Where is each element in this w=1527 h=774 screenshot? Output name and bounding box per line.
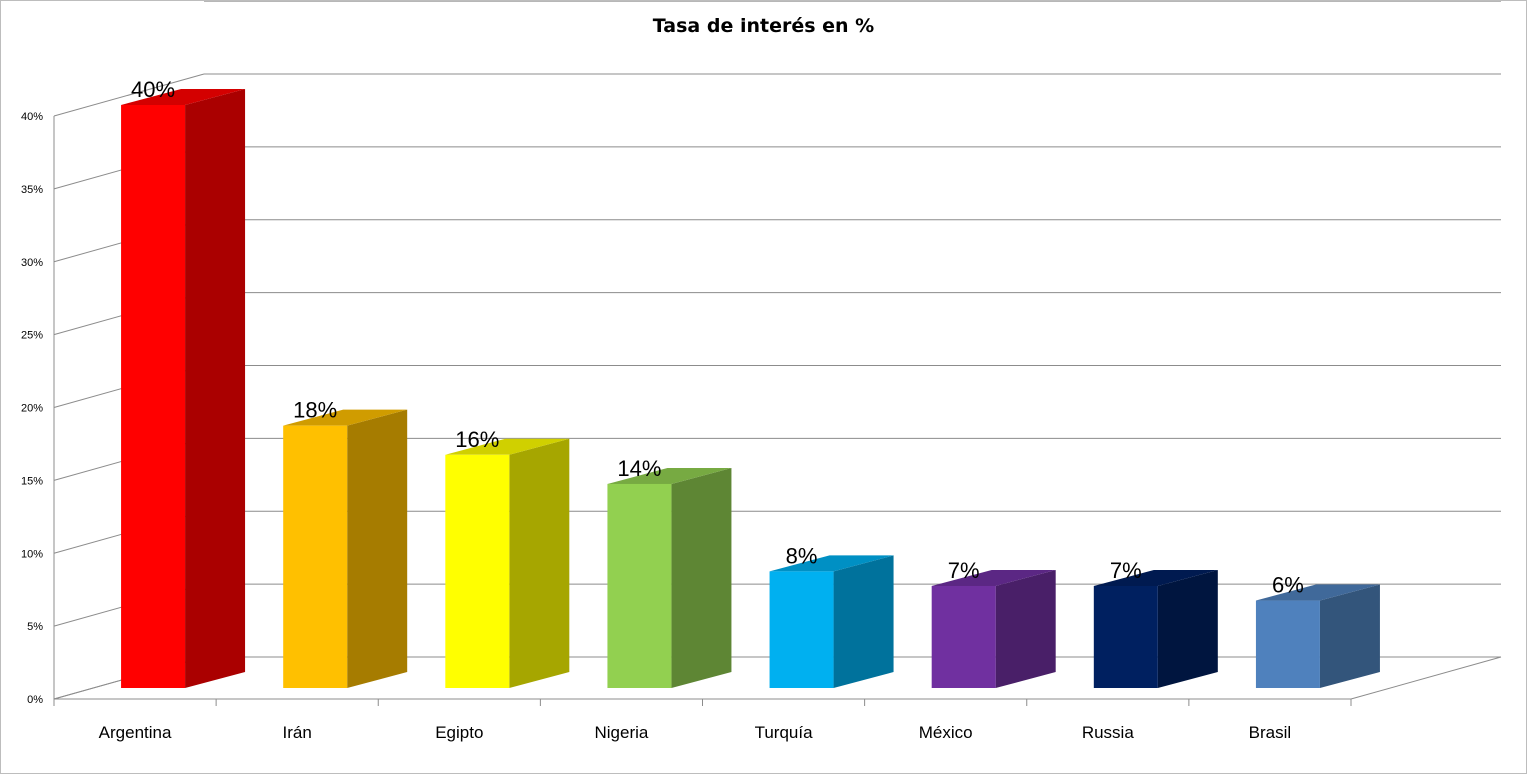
data-labels: 40% 18% 16% 14% 8% 7% 7% 6% <box>131 77 1304 598</box>
bar-side <box>671 467 732 688</box>
bar-top <box>445 438 570 455</box>
bar-front <box>283 425 348 688</box>
x-tick-label: Russia <box>1082 723 1135 742</box>
bar-front <box>931 585 996 688</box>
data-label: 7% <box>1110 558 1142 583</box>
bar <box>121 89 246 688</box>
data-label: 18% <box>293 398 337 423</box>
floor-edge <box>1350 656 1502 700</box>
y-tick-label: 10% <box>21 548 43 560</box>
x-tick-label: México <box>919 723 973 742</box>
bar <box>445 438 570 688</box>
data-label: 7% <box>948 558 980 583</box>
y-tick-label: 5% <box>27 621 43 633</box>
chart-title: Tasa de interés en % <box>652 15 875 37</box>
y-tick-label: 20% <box>21 403 43 415</box>
x-tick-label: Brasil <box>1249 723 1292 742</box>
bar <box>1093 569 1218 688</box>
bar-top <box>607 467 732 484</box>
bar-front <box>445 454 510 688</box>
bar-side <box>995 569 1056 688</box>
data-label: 16% <box>455 427 499 452</box>
bar-top <box>283 409 408 426</box>
bar-front <box>121 105 186 688</box>
bar-top <box>769 555 894 572</box>
x-axis: Argentina Irán Egipto Nigeria Turquía México R… <box>53 699 1352 742</box>
x-tick-label: Egipto <box>435 723 483 742</box>
y-tick-label: 35% <box>21 184 43 196</box>
y-axis: 0% 5% 10% 15% 20% 25% 30% 35% 40% <box>21 111 43 706</box>
bar-front <box>1255 600 1320 688</box>
bar-front <box>769 571 834 688</box>
bar-side <box>509 438 570 688</box>
y-tick-label: 25% <box>21 330 43 342</box>
bar-front <box>1093 585 1158 688</box>
bar-side <box>347 409 408 688</box>
bar <box>931 569 1056 688</box>
y-tick-label: 0% <box>27 694 43 706</box>
bar-front <box>607 483 672 688</box>
bar-top <box>121 89 246 105</box>
y-tick-label: 40% <box>21 111 43 123</box>
data-label: 14% <box>617 456 661 481</box>
gridline-side <box>53 73 205 117</box>
y-tick-label: 30% <box>21 257 43 269</box>
x-tick-label: Argentina <box>99 723 172 742</box>
bar <box>607 467 732 688</box>
bar-side <box>185 89 246 688</box>
bar-side <box>833 555 894 688</box>
bars <box>121 89 1380 688</box>
x-tick-label: Irán <box>283 723 312 742</box>
data-label: 8% <box>786 543 818 568</box>
bar-top <box>1255 584 1380 601</box>
x-tick-label: Turquía <box>755 723 814 742</box>
data-label: 6% <box>1272 573 1304 598</box>
bar-side <box>1319 584 1380 688</box>
x-tick-label: Nigeria <box>595 723 649 742</box>
bar-side <box>1157 569 1218 688</box>
data-label: 40% <box>131 77 175 102</box>
bar <box>769 555 894 688</box>
y-tick-label: 15% <box>21 475 43 487</box>
bar <box>1255 584 1380 688</box>
bar-top <box>1093 569 1218 586</box>
bar <box>283 409 408 688</box>
bar-top <box>931 569 1056 586</box>
